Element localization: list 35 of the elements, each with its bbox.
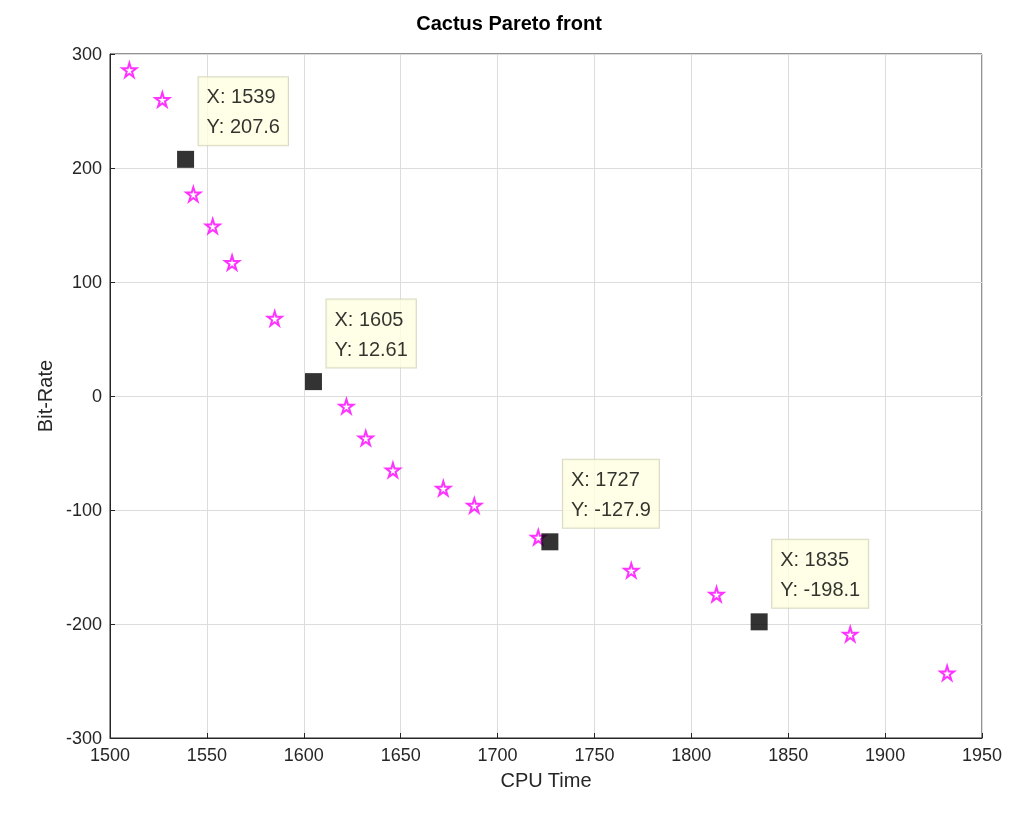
x-tick-label: 1950 bbox=[961, 745, 1003, 765]
y-tick-label: 100 bbox=[71, 272, 102, 292]
point bbox=[750, 613, 768, 631]
point bbox=[177, 150, 195, 168]
y-tick-label: 200 bbox=[71, 158, 102, 178]
x-tick-label: 1850 bbox=[768, 745, 809, 765]
y-tick-label: -300 bbox=[65, 728, 102, 748]
annotation: X: 1605 Y: 12.61 bbox=[334, 307, 408, 360]
point bbox=[336, 396, 357, 416]
y-tick-label: -100 bbox=[65, 500, 102, 520]
y-tick-label: 300 bbox=[71, 44, 102, 64]
point bbox=[464, 495, 484, 516]
x-tick-label: 1700 bbox=[477, 745, 518, 765]
x-tick-label: 1900 bbox=[865, 745, 906, 765]
annotation: X: 1727 Y: -127.9 bbox=[570, 467, 651, 520]
annotation: X: 1835 Y: -198.1 bbox=[780, 547, 861, 600]
x-tick-label: 1500 bbox=[89, 745, 131, 765]
x-tick-label: 1750 bbox=[574, 745, 615, 765]
x-tick-label: 1550 bbox=[186, 745, 227, 765]
x-tick-label: 1600 bbox=[283, 745, 324, 765]
x-tick-label: 1800 bbox=[671, 745, 712, 765]
point bbox=[152, 89, 172, 110]
y-axis-title: Bit-Rate bbox=[34, 359, 56, 433]
point bbox=[706, 584, 727, 604]
y-tick-label: 0 bbox=[91, 386, 102, 406]
point bbox=[304, 373, 322, 391]
annotation: X: 1539 Y: 207.6 bbox=[206, 85, 280, 138]
y-tick-label: -200 bbox=[65, 614, 102, 634]
x-tick-label: 1650 bbox=[380, 745, 421, 765]
point bbox=[119, 59, 140, 80]
point bbox=[541, 533, 559, 551]
x-axis-title: CPU Time bbox=[500, 769, 592, 791]
point bbox=[265, 308, 285, 329]
chart-title: Cactus Pareto front bbox=[416, 12, 603, 34]
point bbox=[222, 252, 242, 273]
